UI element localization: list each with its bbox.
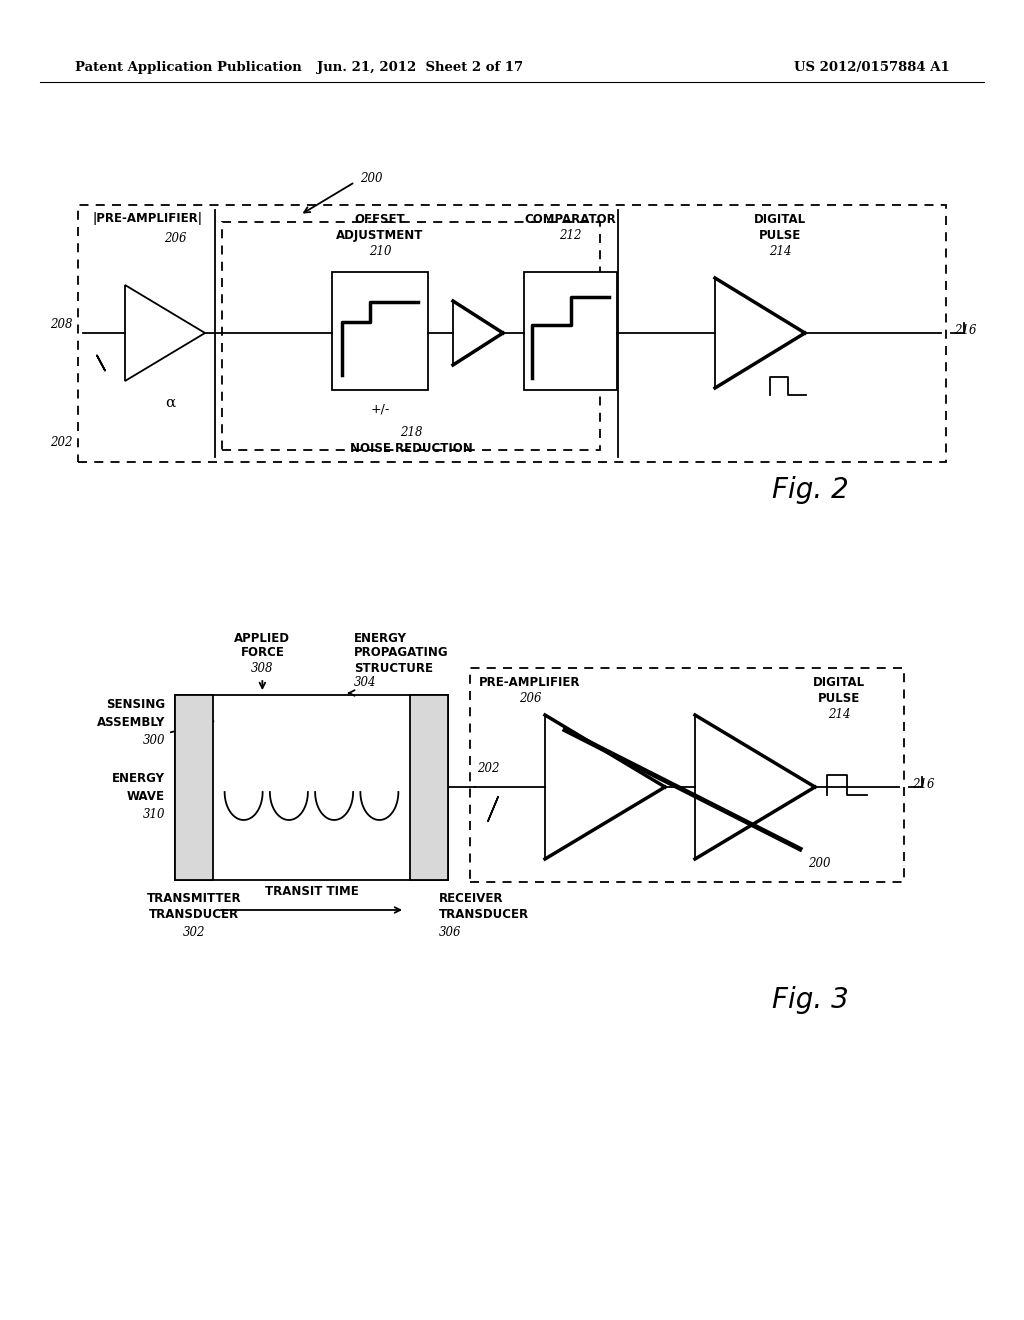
Text: Fig. 3: Fig. 3	[772, 986, 848, 1014]
Bar	[175, 696, 449, 880]
Text: 308: 308	[251, 661, 273, 675]
Text: APPLIED: APPLIED	[234, 631, 291, 644]
Text: TRANSDUCER: TRANSDUCER	[439, 908, 529, 921]
Text: 202: 202	[50, 436, 73, 449]
Text: 214: 214	[827, 708, 850, 721]
Text: ENERGY: ENERGY	[354, 631, 408, 644]
Text: 200: 200	[360, 172, 383, 185]
Text: 206: 206	[519, 692, 542, 705]
Text: FORCE: FORCE	[241, 647, 285, 660]
Text: ENERGY: ENERGY	[112, 772, 165, 785]
Text: |PRE-AMPLIFIER|: |PRE-AMPLIFIER|	[93, 213, 203, 224]
Text: 218: 218	[399, 426, 422, 440]
Bar	[222, 222, 600, 450]
Text: 206: 206	[164, 232, 186, 246]
Text: 216: 216	[912, 777, 935, 791]
Text: DIGITAL: DIGITAL	[813, 676, 865, 689]
Bar	[470, 668, 904, 882]
Bar	[524, 272, 617, 389]
Text: WAVE: WAVE	[127, 791, 165, 804]
Text: 210: 210	[369, 246, 391, 257]
Text: NOISE REDUCTION: NOISE REDUCTION	[349, 442, 472, 455]
Text: TRANSIT TIME: TRANSIT TIME	[264, 884, 358, 898]
Text: ASSEMBLY: ASSEMBLY	[96, 717, 165, 730]
Text: 306: 306	[439, 927, 462, 939]
Bar	[175, 696, 213, 880]
Text: US 2012/0157884 A1: US 2012/0157884 A1	[795, 62, 950, 74]
Text: 202: 202	[477, 762, 500, 775]
Text: ADJUSTMENT: ADJUSTMENT	[336, 228, 424, 242]
Text: 214: 214	[769, 246, 792, 257]
Text: Jun. 21, 2012  Sheet 2 of 17: Jun. 21, 2012 Sheet 2 of 17	[317, 62, 523, 74]
Text: PROPAGATING: PROPAGATING	[354, 647, 449, 660]
Text: 216: 216	[954, 323, 977, 337]
Text: DIGITAL: DIGITAL	[754, 213, 806, 226]
Text: TRANSDUCER: TRANSDUCER	[148, 908, 239, 921]
Text: TRANSMITTER: TRANSMITTER	[146, 892, 242, 906]
Text: Patent Application Publication: Patent Application Publication	[75, 62, 302, 74]
Text: 300: 300	[142, 734, 165, 747]
Bar	[78, 205, 946, 462]
Text: RECEIVER: RECEIVER	[439, 892, 504, 906]
Text: PULSE: PULSE	[759, 228, 801, 242]
Text: α: α	[165, 396, 175, 411]
Text: OFFSET: OFFSET	[354, 213, 406, 226]
Text: +/-: +/-	[371, 403, 390, 414]
Bar	[332, 272, 428, 389]
Text: SENSING: SENSING	[105, 698, 165, 711]
Text: 310: 310	[142, 808, 165, 821]
Text: 302: 302	[182, 927, 205, 939]
Text: 200: 200	[808, 857, 830, 870]
Text: PULSE: PULSE	[818, 692, 860, 705]
Bar	[410, 696, 449, 880]
Text: 212: 212	[559, 228, 582, 242]
Text: STRUCTURE: STRUCTURE	[354, 661, 433, 675]
Text: COMPARATOR: COMPARATOR	[524, 213, 615, 226]
Text: 208: 208	[50, 318, 73, 331]
Text: 304: 304	[354, 676, 377, 689]
Text: PRE-AMPLIFIER: PRE-AMPLIFIER	[479, 676, 581, 689]
Text: Fig. 2: Fig. 2	[772, 477, 848, 504]
